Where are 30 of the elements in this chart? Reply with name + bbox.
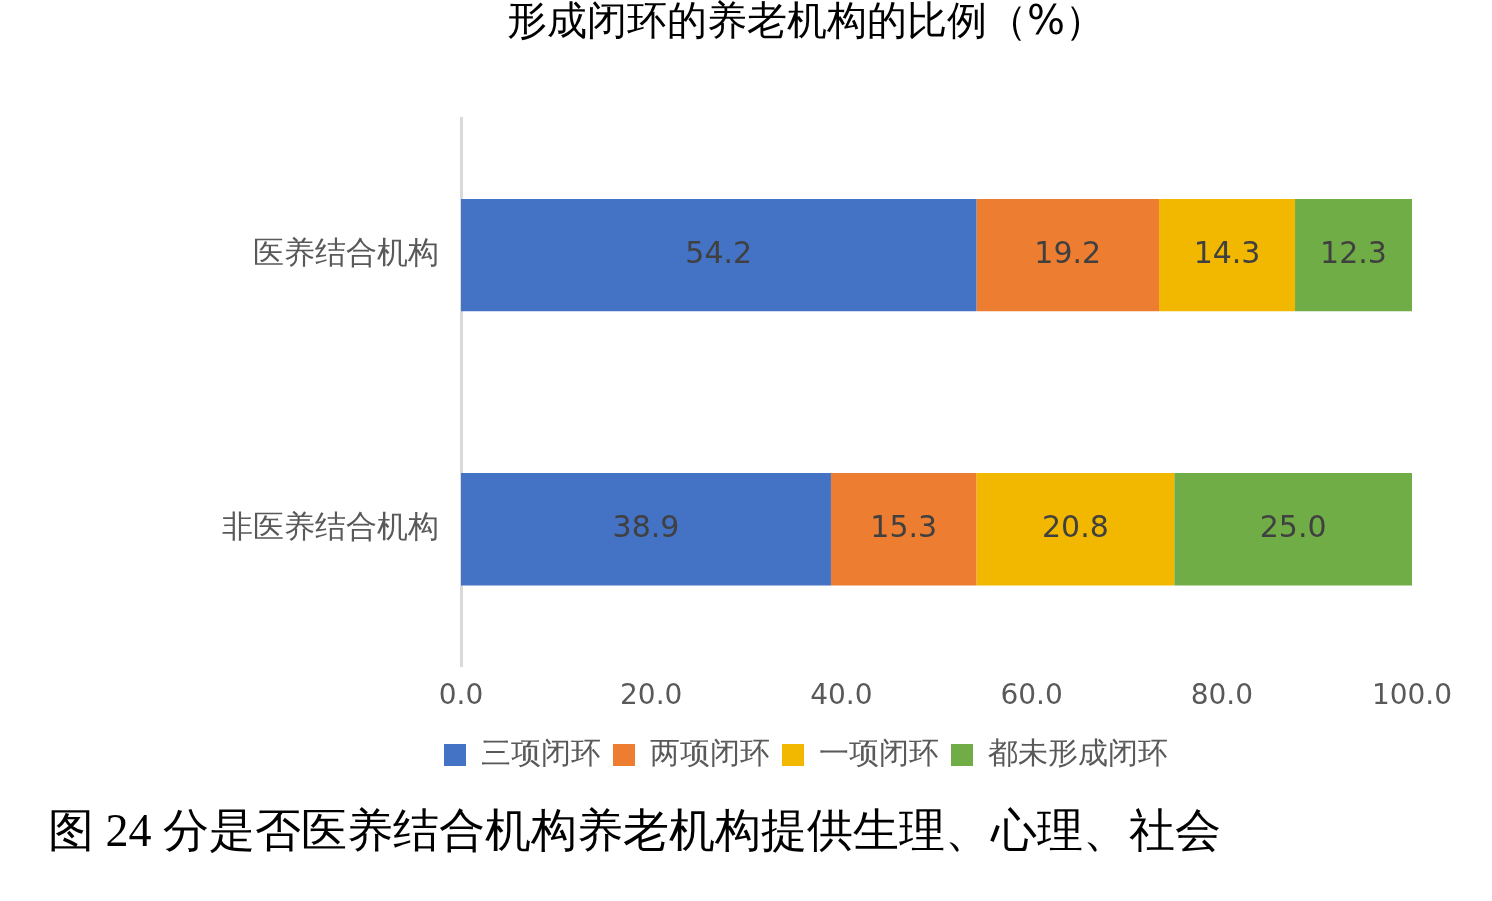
data-label: 14.3 [1193,234,1261,270]
x-tick-label: 80.0 [1190,678,1253,712]
chart-title: 形成闭环的养老机构的比例（%） [506,0,1106,44]
data-label: 38.9 [612,509,680,545]
bar [976,473,1175,586]
y-tick-label: 医养结合机构 [253,234,439,271]
bar [830,473,977,586]
legend-label: 三项闭环 [481,734,601,770]
x-tick-label: 100.0 [1371,678,1453,712]
x-tick-label: 0.0 [438,678,484,712]
data-label: 25.0 [1259,509,1327,545]
data-label: 20.8 [1041,509,1109,545]
bar [1174,473,1412,586]
bar [1159,198,1296,312]
bar [461,473,831,586]
y-tick-label: 非医养结合机构 [222,508,439,545]
data-label: 19.2 [1034,234,1102,270]
data-label: 12.3 [1320,234,1387,270]
x-tick-label: 60.0 [1000,678,1063,712]
bar [976,198,1160,312]
bar [461,198,977,312]
bar [1295,198,1412,312]
data-label: 54.2 [685,234,753,270]
legend-label: 一项闭环 [819,734,939,770]
data-label: 15.3 [870,509,938,545]
x-tick-label: 20.0 [620,678,683,712]
x-tick-label: 40.0 [810,678,873,712]
legend-label: 都未形成闭环 [988,734,1168,770]
caption: 图 24 分是否医养结合机构养老机构提供生理、心理、社会 [48,804,1222,858]
legend-label: 两项闭环 [650,734,770,770]
